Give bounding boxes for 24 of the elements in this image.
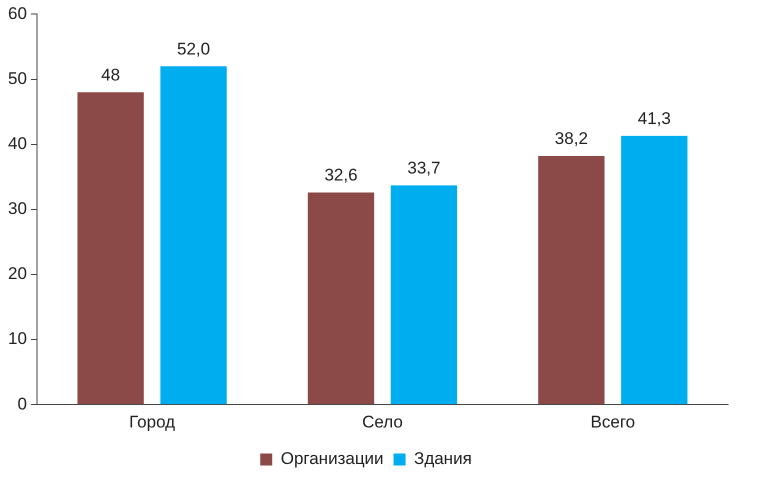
data-label: 41,3: [638, 109, 671, 128]
bar: [621, 136, 688, 404]
data-label: 48: [101, 65, 120, 84]
bar: [538, 156, 605, 404]
y-tick-label: 30: [8, 199, 27, 218]
y-tick-label: 40: [8, 134, 27, 154]
bar: [160, 66, 227, 404]
bar: [308, 192, 374, 404]
legend-label: Организации: [280, 449, 384, 468]
bar: [77, 92, 144, 404]
y-tick-label: 20: [8, 264, 27, 284]
x-tick-label: Село: [362, 412, 403, 432]
data-label: 38,2: [554, 129, 588, 148]
x-tick-label: Город: [129, 412, 176, 432]
data-label: 33,7: [407, 158, 440, 178]
bar: [390, 185, 458, 404]
y-tick-label: 10: [8, 329, 27, 348]
y-tick-label: 60: [8, 4, 27, 23]
y-tick-label: 0: [17, 394, 27, 414]
data-label: 32,6: [324, 166, 358, 185]
x-tick-label: Всего: [590, 412, 636, 432]
y-tick-label: 50: [8, 68, 27, 88]
legend-label: Здания: [414, 449, 472, 468]
data-label: 52,0: [177, 39, 210, 58]
